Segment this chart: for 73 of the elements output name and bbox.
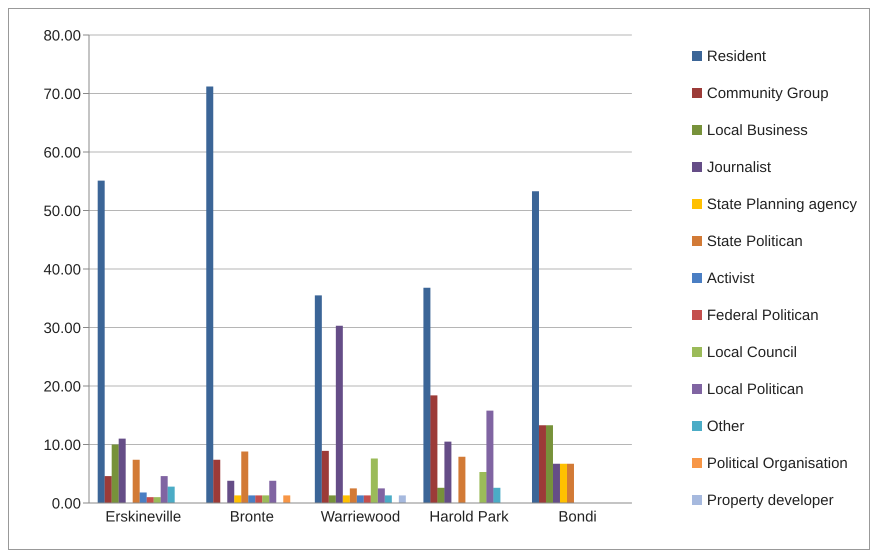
- bar: [444, 442, 452, 503]
- bar: [255, 495, 262, 503]
- x-tick-label: Harold Park: [429, 508, 510, 526]
- legend-label: Activist: [706, 270, 754, 286]
- x-tick-label: Warriewood: [320, 508, 400, 526]
- bar: [378, 488, 385, 503]
- bar: [213, 460, 220, 503]
- bar: [370, 458, 378, 503]
- bar: [283, 495, 290, 503]
- bar: [458, 456, 466, 503]
- bar: [322, 450, 329, 503]
- legend-label: Journalist: [706, 158, 772, 176]
- legend-label: Community Group: [706, 84, 829, 102]
- legend-label: Property developer: [706, 492, 834, 508]
- bar: [227, 480, 234, 503]
- legend-label: State Politican: [706, 232, 803, 250]
- bar: [546, 425, 553, 503]
- legend-label: Local Politican: [706, 380, 804, 398]
- bar: [430, 395, 438, 503]
- bar: [560, 464, 567, 503]
- bar: [342, 495, 350, 503]
- bar: [112, 444, 119, 503]
- bar: [248, 495, 256, 503]
- legend-label: Local Business: [706, 122, 808, 138]
- bar: [538, 425, 546, 503]
- bar: [118, 438, 126, 503]
- bar: [262, 495, 270, 503]
- bar: [234, 495, 242, 503]
- bar: [98, 180, 105, 503]
- legend-label: Local Council: [706, 344, 797, 360]
- bar: [437, 488, 444, 503]
- y-tick-label: 50.00: [43, 202, 81, 220]
- y-tick-label: 70.00: [43, 86, 81, 103]
- bar: [206, 86, 214, 503]
- bar: [314, 295, 322, 503]
- y-tick-label: 30.00: [43, 320, 81, 337]
- bar: [328, 495, 336, 503]
- bar: [532, 191, 539, 503]
- legend-label: Resident: [706, 48, 766, 64]
- bar: [398, 495, 406, 503]
- bar: [132, 460, 140, 503]
- y-tick-label: 40.00: [43, 261, 81, 278]
- legend-label: Political Organisation: [706, 454, 848, 472]
- bar: [104, 476, 112, 503]
- bar: [364, 495, 371, 503]
- y-tick-label: 20.00: [43, 378, 81, 396]
- bar: [168, 486, 175, 503]
- legend-label: State Planning agency: [706, 196, 857, 212]
- bar: [160, 476, 168, 503]
- bar: [336, 326, 343, 503]
- bar: [140, 492, 147, 503]
- y-tick-label: 10.00: [43, 436, 81, 454]
- legend-label: Other: [706, 418, 744, 434]
- y-tick-label: 80.00: [43, 27, 81, 44]
- legend-label: Federal Politican: [706, 306, 819, 324]
- bar: [350, 488, 357, 503]
- bar: [423, 288, 430, 503]
- bar: [486, 410, 494, 503]
- y-tick-label: 60.00: [43, 144, 81, 162]
- bar: [269, 480, 276, 503]
- bar: [154, 497, 161, 503]
- x-tick-label: Erskineville: [105, 508, 182, 526]
- x-tick-label: Bronte: [230, 508, 274, 526]
- bar: [146, 497, 154, 503]
- bar: [552, 464, 560, 503]
- bar: [241, 452, 248, 503]
- bar: [566, 464, 574, 503]
- bar: [384, 495, 392, 503]
- bar: [493, 488, 500, 503]
- bar: [356, 495, 364, 503]
- y-tick-label: 0.00: [52, 495, 81, 512]
- x-tick-label: Bondi: [558, 508, 597, 526]
- bar: [479, 472, 486, 503]
